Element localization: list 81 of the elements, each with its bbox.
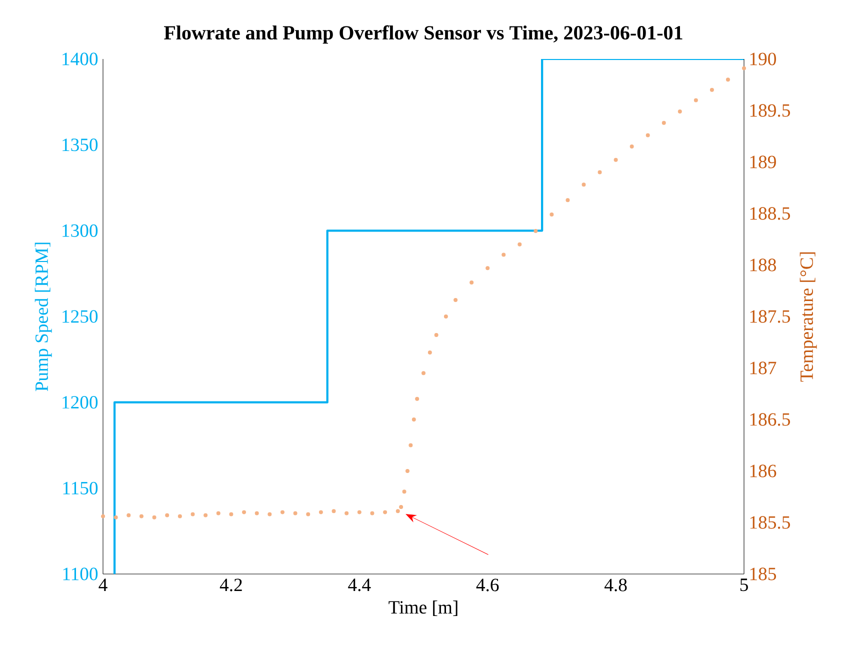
x-tick-label: 5: [740, 578, 748, 592]
point: [114, 515, 118, 520]
point: [550, 212, 554, 217]
point: [344, 511, 349, 516]
point: [408, 443, 413, 448]
point: [405, 468, 410, 473]
point: [280, 510, 284, 514]
y-tick-label: 1400: [62, 52, 98, 66]
point: [678, 110, 682, 114]
point: [486, 266, 490, 270]
point: [428, 350, 432, 355]
point: [412, 417, 416, 422]
point: [139, 514, 144, 518]
chart-title: Flowrate and Pump Overflow Sensor vs Time, 2023-06-01-01: [164, 25, 682, 44]
y2-tick-label: 186.5: [750, 413, 790, 426]
y2-tick-label: 189: [750, 156, 776, 168]
point: [662, 120, 666, 125]
point: [582, 182, 586, 187]
point: [630, 144, 634, 149]
x-axis-title: Time [m]: [388, 600, 458, 616]
y-tick-label: 1300: [62, 224, 98, 237]
point: [318, 510, 323, 514]
point: [646, 133, 650, 138]
point: [268, 512, 272, 516]
point: [470, 280, 474, 285]
point: [229, 512, 234, 516]
y2-tick-label: 187.5: [750, 310, 790, 323]
y2-tick-label: 188.5: [750, 207, 790, 220]
point: [396, 509, 400, 514]
y2-tick-label: 189.5: [750, 104, 790, 117]
point: [254, 511, 259, 516]
point: [444, 314, 448, 318]
point: [178, 514, 182, 518]
point: [399, 505, 404, 510]
x-tick-label: 4.4: [348, 578, 371, 592]
point: [454, 298, 458, 302]
y2-axis-title: Temperature [°C]: [800, 252, 817, 382]
point: [332, 509, 336, 514]
point: [566, 198, 570, 202]
point: [534, 229, 538, 234]
y-tick-label: 1250: [62, 310, 98, 323]
y-tick-label: 1200: [62, 396, 98, 409]
y2-tick-label: 185.5: [750, 516, 790, 529]
point: [306, 512, 310, 516]
x-tick-label: 4: [98, 578, 108, 591]
point: [694, 98, 698, 102]
y-tick-label: 1150: [63, 482, 98, 494]
x-tick-label: 4.8: [604, 578, 627, 592]
point: [726, 78, 730, 82]
point: [293, 511, 298, 516]
point: [216, 511, 220, 516]
point: [126, 513, 131, 518]
point: [204, 513, 208, 518]
point: [518, 242, 522, 246]
point: [370, 511, 374, 516]
point: [710, 88, 714, 92]
point: [402, 490, 406, 494]
point: [415, 396, 420, 401]
point: [502, 252, 506, 257]
y2-tick-label: 188: [750, 258, 776, 272]
point: [614, 158, 618, 162]
point: [242, 510, 246, 514]
y-tick-label: 1100: [63, 568, 98, 580]
point: [742, 66, 746, 70]
y-tick-label: 1350: [62, 138, 98, 152]
y2-tick-label: 190: [750, 52, 776, 66]
point: [101, 514, 106, 518]
x-tick-label: 4.2: [220, 578, 242, 592]
x-tick-label: 4.6: [476, 578, 499, 592]
point: [165, 513, 170, 518]
y2-tick-label: 187: [750, 362, 776, 374]
point: [422, 371, 426, 376]
y2-tick-label: 185: [750, 568, 776, 580]
point: [190, 512, 195, 516]
point: [598, 170, 602, 174]
point: [434, 333, 438, 338]
point: [152, 515, 156, 520]
point: [357, 510, 362, 514]
y2-tick-label: 186: [750, 464, 776, 478]
y-axis-title: Pump Speed [RPM]: [34, 242, 52, 392]
point: [383, 510, 388, 514]
